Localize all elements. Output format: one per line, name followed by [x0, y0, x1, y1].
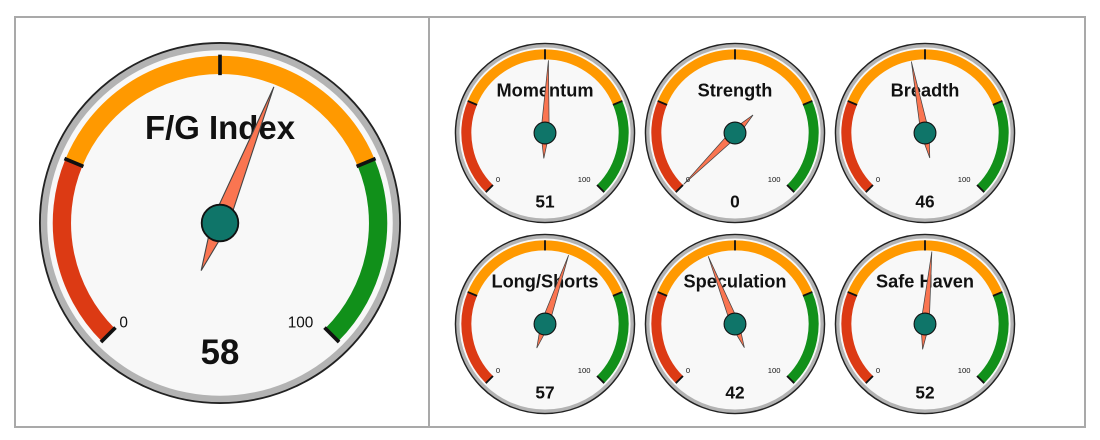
tick-mark-75: [612, 291, 623, 297]
scale-min-label: 0: [876, 366, 880, 375]
gauge-ticks: [467, 240, 623, 384]
tick-mark-0: [865, 184, 874, 193]
gauge-value: 42: [725, 383, 744, 403]
gauge-ticks: [657, 240, 813, 384]
greed-zone-arc: [976, 292, 1009, 384]
gauge-title: Strength: [698, 81, 773, 101]
main-gauge: F/G Index 0 100 58: [37, 40, 403, 411]
gauge-hub: [723, 121, 747, 145]
gauge-hub: [913, 121, 937, 145]
tick-mark-25: [467, 100, 478, 106]
greed-zone-arc: [786, 292, 819, 384]
tick-mark-100: [976, 375, 985, 384]
gauge-value: 58: [201, 334, 240, 372]
tick-mark-0: [675, 184, 684, 193]
gauge-ticks: [657, 49, 813, 193]
scale-max-label: 100: [578, 175, 591, 184]
strength-gauge: Strength 0 100 0: [644, 42, 826, 229]
gauge-value: 0: [730, 192, 740, 212]
tick-mark-100: [596, 375, 605, 384]
tick-mark-0: [865, 375, 874, 384]
tick-mark-0: [485, 184, 494, 193]
tick-mark-75: [992, 100, 1003, 106]
tick-mark-25: [467, 291, 478, 297]
gauge-ticks: [467, 49, 623, 193]
tick-mark-75: [802, 291, 813, 297]
tick-mark-0: [675, 375, 684, 384]
scale-max-label: 100: [958, 366, 971, 375]
scale-max-label: 100: [958, 175, 971, 184]
scale-max-label: 100: [578, 366, 591, 375]
tick-mark-100: [323, 326, 341, 344]
tick-mark-25: [657, 291, 668, 297]
gauge-title: Long/Shorts: [491, 272, 598, 292]
scale-min-label: 0: [686, 366, 690, 375]
scale-max-label: 100: [288, 314, 314, 331]
gauge-ticks: [63, 54, 377, 344]
breadth-gauge: Breadth 0 100 46: [834, 42, 1016, 229]
scale-max-label: 100: [768, 175, 781, 184]
fear-zone-arc: [841, 101, 874, 193]
gauge-hub: [533, 121, 557, 145]
tick-mark-25: [847, 291, 858, 297]
tick-mark-25: [63, 156, 85, 169]
tick-mark-25: [657, 100, 668, 106]
gauge-ticks: [847, 240, 1003, 384]
scale-min-label: 0: [119, 314, 128, 331]
scale-max-label: 100: [768, 366, 781, 375]
gauge-title: Safe Haven: [876, 272, 974, 292]
tick-mark-75: [612, 100, 623, 106]
fear-zone-arc: [461, 292, 494, 384]
greed-zone-arc: [786, 101, 819, 193]
long-shorts-gauge: Long/Shorts 0 100 57: [454, 233, 636, 420]
tick-mark-100: [596, 184, 605, 193]
fear-zone-arc: [461, 101, 494, 193]
gauge-hub: [533, 312, 557, 336]
tick-mark-100: [976, 184, 985, 193]
tick-mark-100: [786, 184, 795, 193]
speculation-gauge: Speculation 0 100 42: [644, 233, 826, 420]
gauge-hub: [913, 312, 937, 336]
greed-zone-arc: [976, 101, 1009, 193]
fear-zone-arc: [52, 159, 115, 342]
greed-zone-arc: [596, 101, 629, 193]
gauge-ticks: [847, 49, 1003, 193]
tick-mark-75: [802, 100, 813, 106]
gauge-title: Speculation: [683, 272, 786, 292]
gauge-hub: [723, 312, 747, 336]
fear-zone-arc: [651, 292, 684, 384]
tick-mark-25: [847, 100, 858, 106]
fear-zone-arc: [651, 101, 684, 193]
gauge-hub: [200, 203, 240, 243]
scale-min-label: 0: [496, 175, 500, 184]
greed-zone-arc: [596, 292, 629, 384]
scale-min-label: 0: [876, 175, 880, 184]
tick-mark-0: [485, 375, 494, 384]
gauge-value: 57: [535, 383, 554, 403]
scale-min-label: 0: [496, 366, 500, 375]
tick-mark-75: [992, 291, 1003, 297]
tick-mark-75: [355, 156, 377, 169]
gauge-title: F/G Index: [145, 109, 296, 146]
momentum-gauge: Momentum 0 100 51: [454, 42, 636, 229]
gauge-value: 46: [915, 192, 934, 212]
gauge-value: 52: [915, 383, 934, 403]
tick-mark-0: [99, 326, 117, 344]
safe-haven-gauge: Safe Haven 0 100 52: [834, 233, 1016, 420]
fear-zone-arc: [841, 292, 874, 384]
greed-zone-arc: [325, 159, 388, 342]
tick-mark-100: [786, 375, 795, 384]
gauge-value: 51: [535, 192, 555, 212]
gauges-panel-frame: [14, 16, 1086, 428]
gauge-title: Breadth: [891, 81, 960, 101]
panel-divider: [428, 16, 430, 428]
